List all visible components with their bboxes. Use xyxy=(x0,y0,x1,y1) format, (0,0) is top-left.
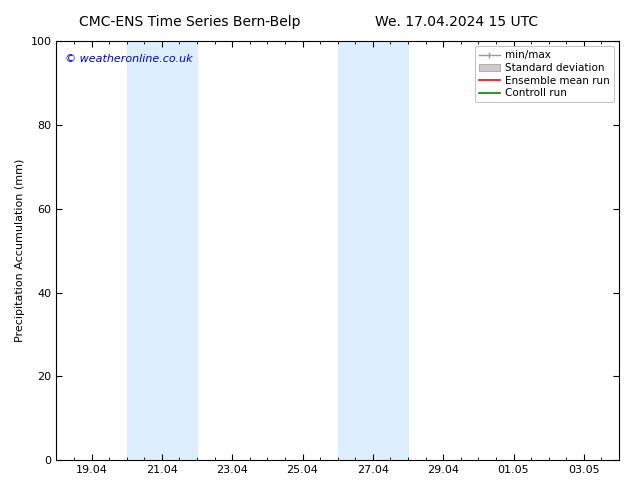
Text: CMC-ENS Time Series Bern-Belp: CMC-ENS Time Series Bern-Belp xyxy=(79,15,301,29)
Legend: min/max, Standard deviation, Ensemble mean run, Controll run: min/max, Standard deviation, Ensemble me… xyxy=(475,46,614,102)
Text: We. 17.04.2024 15 UTC: We. 17.04.2024 15 UTC xyxy=(375,15,538,29)
Bar xyxy=(338,41,408,460)
Bar xyxy=(127,41,197,460)
Text: © weatheronline.co.uk: © weatheronline.co.uk xyxy=(65,53,193,64)
Y-axis label: Precipitation Accumulation (mm): Precipitation Accumulation (mm) xyxy=(15,159,25,343)
